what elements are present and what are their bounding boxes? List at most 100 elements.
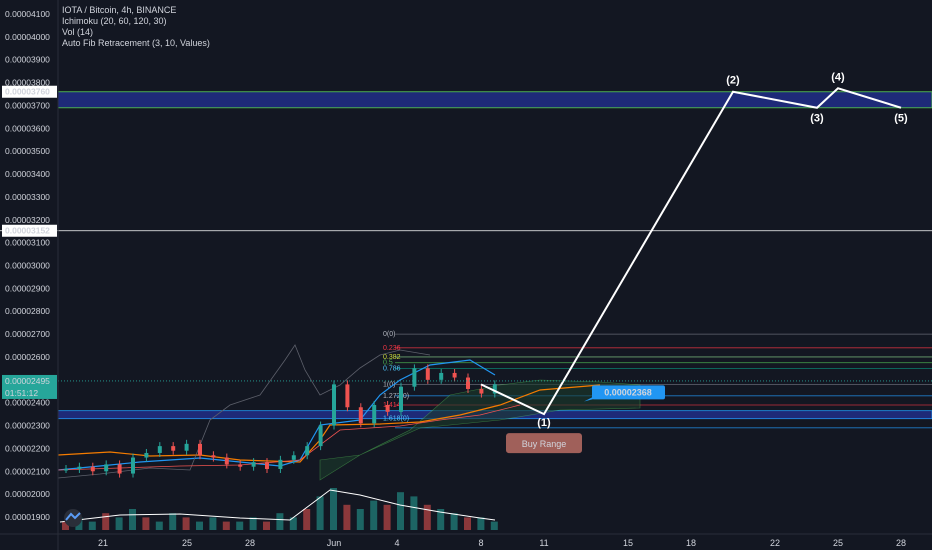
price-tick-label: 0.00003100 <box>5 238 50 248</box>
candle-body <box>144 452 149 458</box>
volume-bar <box>370 500 378 530</box>
tenkan-line <box>57 359 496 471</box>
volume-bar <box>236 521 244 530</box>
tradingview-logo[interactable] <box>64 509 82 527</box>
candle-body <box>171 446 176 451</box>
volume-bar <box>276 513 284 530</box>
candle-body <box>238 464 243 467</box>
wave-label: (4) <box>831 71 845 83</box>
indicator-ichimoku[interactable]: Ichimoku (20, 60, 120, 30) <box>62 16 167 26</box>
price-tick-label: 0.00003500 <box>5 146 50 156</box>
candle-body <box>345 384 350 408</box>
fib-label: 1.414 <box>383 402 401 409</box>
price-marker-tag <box>2 85 57 98</box>
price-tick-label: 0.00004000 <box>5 32 50 42</box>
candle-body <box>157 446 162 453</box>
candle-body <box>64 468 68 471</box>
chikou-line <box>57 344 431 479</box>
wave-label: (2) <box>726 75 740 87</box>
volume-bar <box>397 492 404 530</box>
fib-label: 0.236 <box>383 345 401 352</box>
price-tick-label: 0.00002200 <box>5 443 50 453</box>
buy-range-label: Buy Range <box>522 439 567 449</box>
candle-body <box>291 455 296 460</box>
volume-bar <box>343 504 351 530</box>
price-tick-label: 0.00002300 <box>5 421 50 431</box>
current-price-text: 0.00002495 <box>5 376 50 386</box>
date-tick-label: 28 <box>896 538 906 548</box>
volume-bar <box>142 517 150 530</box>
volume-bar <box>222 521 230 530</box>
elliott-wave-projection[interactable] <box>480 87 902 416</box>
price-tick-label: 0.00003900 <box>5 55 50 65</box>
price-marker-text: 0.00003760 <box>5 87 50 97</box>
volume-bar <box>209 517 217 530</box>
candle-body <box>385 404 390 412</box>
date-tick-label: 22 <box>770 538 780 548</box>
candle-body <box>211 455 216 458</box>
candle-body <box>224 457 229 465</box>
countdown-text: 01:51:12 <box>5 388 38 398</box>
volume-bar <box>490 521 498 530</box>
candle-body <box>479 388 484 394</box>
fib-label: 1(0) <box>383 381 395 388</box>
candle-body <box>452 372 457 378</box>
candle-body <box>251 462 256 467</box>
buy-range-badge[interactable] <box>506 433 582 454</box>
price-tick-label: 0.00002400 <box>5 398 50 408</box>
fib-label: 0.382 <box>383 354 401 361</box>
volume-bar <box>155 521 163 530</box>
candle-body <box>184 443 189 451</box>
senkou-line <box>57 404 521 471</box>
candle-body <box>198 443 202 456</box>
candle-body <box>117 464 122 474</box>
candle-body <box>358 407 363 424</box>
candle-body <box>318 425 323 447</box>
price-tick-label: 0.00004100 <box>5 9 50 19</box>
fib-label: 0.5 <box>383 360 393 367</box>
volume-bar <box>263 521 270 530</box>
price-tick-label: 0.00003700 <box>5 100 50 110</box>
date-tick-label: 28 <box>245 538 255 548</box>
date-tick-label: 15 <box>623 538 633 548</box>
candle-body <box>439 372 444 380</box>
volume-bar <box>289 517 297 530</box>
price-tick-label: 0.00002700 <box>5 329 50 339</box>
target-price-callout[interactable] <box>592 385 665 400</box>
date-tick-label: 11 <box>539 538 548 548</box>
volume-bar <box>169 513 177 530</box>
volume-bar <box>477 517 485 530</box>
candle-body <box>77 466 82 469</box>
price-tick-label: 0.00001900 <box>5 512 50 522</box>
volume-bar <box>437 509 445 530</box>
kumo-cloud <box>319 379 641 481</box>
candle-body <box>372 404 377 424</box>
candle-body <box>425 368 430 380</box>
wave-label: (5) <box>894 113 908 125</box>
fib-label: 0.786 <box>383 365 401 372</box>
kijun-line <box>57 384 601 463</box>
price-tick-label: 0.00002800 <box>5 306 50 316</box>
candle-body <box>131 457 135 474</box>
price-tick-label: 0.00003300 <box>5 192 50 202</box>
volume-bar <box>196 521 203 530</box>
price-marker-text: 0.00003152 <box>5 226 50 236</box>
price-tick-label: 0.00003600 <box>5 123 50 133</box>
volume-bar <box>182 517 190 530</box>
indicator-fib[interactable]: Auto Fib Retracement (3, 10, Values) <box>62 38 210 48</box>
date-tick-label: 8 <box>478 538 483 548</box>
volume-bar <box>316 496 324 530</box>
volume-bar <box>303 509 311 530</box>
price-tick-label: 0.00002100 <box>5 466 50 476</box>
volume-bar <box>102 513 110 530</box>
price-marker-tag <box>2 224 57 237</box>
volume-bar <box>356 509 364 530</box>
candle-body <box>104 464 109 472</box>
volume-bar <box>88 521 96 530</box>
indicator-volume[interactable]: Vol (14) <box>62 27 94 37</box>
volume-bar <box>330 488 337 530</box>
date-tick-label: Jun <box>327 538 342 548</box>
candle-body <box>332 384 336 426</box>
date-tick-label: 18 <box>686 538 696 548</box>
